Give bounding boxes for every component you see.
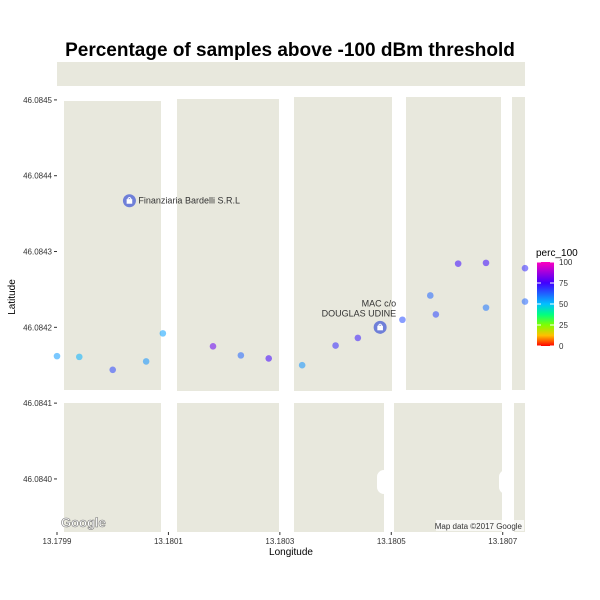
y-tick-label: 46.0840	[23, 475, 52, 484]
legend-color-bar	[537, 262, 554, 346]
legend-tick-label: 100	[559, 258, 573, 267]
data-point	[399, 316, 406, 324]
data-point	[521, 264, 529, 272]
land-block	[177, 403, 279, 532]
land-block	[394, 403, 502, 532]
bag-handle	[127, 197, 132, 200]
legend-tick-label: 75	[559, 279, 568, 288]
y-axis: 46.0840 46.0841 46.0842 46.0843 46.0844 46.08…	[23, 96, 57, 484]
google-logo: Google	[61, 515, 106, 530]
map-land-blocks	[57, 62, 525, 532]
poi-label: MAC c/o	[362, 298, 397, 308]
legend-tick-label: 50	[559, 300, 568, 309]
y-tick-label: 46.0842	[23, 323, 52, 332]
y-tick-label: 46.0845	[23, 96, 52, 105]
x-tick-label: 13.1807	[488, 537, 517, 546]
street-end	[377, 470, 391, 494]
land-block	[64, 101, 161, 390]
map-points-of-interest: Finanziaria Bardelli S.R.L MAC c/oDOUGLAS…	[122, 194, 397, 334]
street-end	[499, 470, 513, 494]
poi-label: DOUGLAS UDINE	[322, 308, 397, 318]
chart-title: Percentage of samples above -100 dBm thr…	[65, 40, 515, 61]
data-point	[209, 342, 217, 350]
data-point	[159, 330, 167, 337]
color-legend: perc_100 100 75 50 25 0	[536, 248, 578, 351]
data-point	[521, 298, 529, 305]
land-block	[514, 403, 525, 532]
land-block	[294, 403, 384, 532]
legend-tick-label: 0	[559, 342, 564, 351]
legend-ticks: 100 75 50 25 0	[537, 258, 573, 351]
y-tick-label: 46.0843	[23, 248, 52, 257]
data-point	[298, 361, 306, 369]
data-point	[237, 352, 245, 359]
land-block	[57, 62, 525, 86]
bag-body	[377, 325, 383, 331]
y-tick-label: 46.0841	[23, 399, 52, 408]
legend-title: perc_100	[536, 248, 578, 259]
poi-label: Finanziaria Bardelli S.R.L	[138, 196, 240, 206]
land-block	[64, 403, 161, 532]
legend-tick-label: 25	[559, 321, 568, 330]
x-axis-label: Longitude	[269, 547, 313, 558]
data-points	[53, 259, 529, 374]
data-point	[109, 366, 117, 374]
attribution-background	[436, 520, 524, 531]
data-point	[265, 355, 273, 362]
data-point	[53, 352, 61, 360]
x-tick-label: 13.1805	[377, 537, 406, 546]
map-panel: Finanziaria Bardelli S.R.L MAC c/oDOUGLAS…	[53, 62, 529, 532]
data-point	[426, 292, 434, 299]
bag-body	[126, 199, 133, 204]
x-axis: 13.1799 13.1801 13.1803 13.1805 13.1807	[43, 532, 518, 546]
data-point	[142, 358, 150, 365]
data-point	[354, 334, 362, 342]
x-tick-label: 13.1803	[265, 537, 294, 546]
data-point	[454, 260, 462, 267]
land-block	[512, 97, 525, 390]
data-point	[432, 311, 440, 318]
land-block	[294, 97, 392, 391]
y-axis-label: Latitude	[7, 279, 18, 315]
poi-marker: Finanziaria Bardelli S.R.L	[122, 194, 240, 208]
x-tick-label: 13.1799	[43, 537, 72, 546]
x-tick-label: 13.1801	[154, 537, 183, 546]
data-point	[332, 342, 339, 349]
data-point	[482, 304, 490, 311]
map-attribution: Map data ©2017 Google	[435, 522, 523, 531]
y-tick-label: 46.0844	[23, 172, 52, 181]
data-point	[75, 353, 83, 361]
land-block	[406, 97, 501, 390]
land-block	[177, 99, 279, 391]
data-point	[482, 259, 490, 267]
bag-handle	[378, 323, 383, 326]
